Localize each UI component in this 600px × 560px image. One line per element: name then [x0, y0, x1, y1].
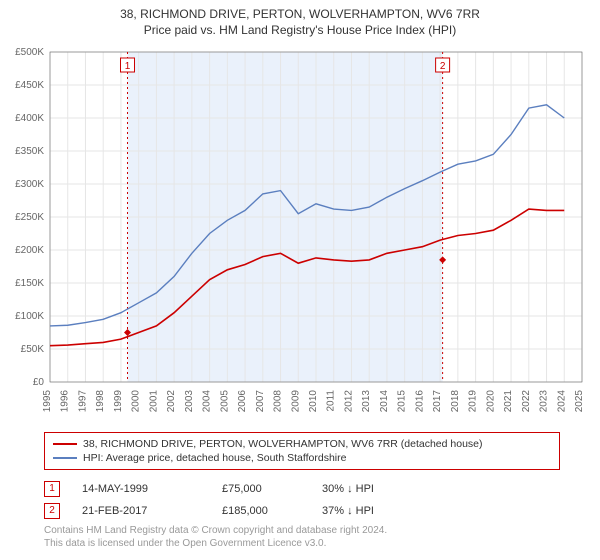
footer-line1: Contains HM Land Registry data © Crown c… — [44, 524, 387, 537]
svg-text:2023: 2023 — [539, 390, 550, 413]
svg-text:2017: 2017 — [432, 390, 443, 413]
annotation-date: 21-FEB-2017 — [82, 505, 222, 517]
svg-text:£400K: £400K — [15, 113, 44, 124]
svg-text:2005: 2005 — [219, 390, 230, 413]
svg-text:£450K: £450K — [15, 80, 44, 91]
svg-text:2000: 2000 — [131, 390, 142, 413]
svg-text:2016: 2016 — [414, 390, 425, 413]
chart: £0 £50K £100K £150K £200K £250K £300K £350K £400… — [0, 44, 600, 424]
legend-label: HPI: Average price, detached house, Sout… — [83, 452, 346, 464]
svg-text:1997: 1997 — [77, 390, 88, 413]
svg-text:2022: 2022 — [521, 390, 532, 413]
legend-item: HPI: Average price, detached house, Sout… — [53, 451, 551, 465]
svg-text:2010: 2010 — [308, 390, 319, 413]
footer: Contains HM Land Registry data © Crown c… — [44, 524, 387, 550]
svg-text:£200K: £200K — [15, 245, 44, 256]
svg-text:£0: £0 — [33, 377, 45, 388]
legend-item: 38, RICHMOND DRIVE, PERTON, WOLVERHAMPTO… — [53, 437, 551, 451]
svg-text:2024: 2024 — [556, 390, 567, 413]
chart-title-line2: Price paid vs. HM Land Registry's House … — [0, 22, 600, 38]
svg-text:2014: 2014 — [379, 390, 390, 413]
svg-text:2007: 2007 — [255, 390, 266, 413]
chart-title-line1: 38, RICHMOND DRIVE, PERTON, WOLVERHAMPTO… — [0, 6, 600, 22]
svg-text:2019: 2019 — [468, 390, 479, 413]
svg-text:1999: 1999 — [113, 390, 124, 413]
annotation-pct: 30% ↓ HPI — [322, 483, 442, 495]
footer-line2: This data is licensed under the Open Gov… — [44, 537, 387, 550]
annotation-row: 1 14-MAY-1999 £75,000 30% ↓ HPI — [44, 478, 560, 500]
svg-text:2015: 2015 — [397, 390, 408, 413]
annotation-row: 2 21-FEB-2017 £185,000 37% ↓ HPI — [44, 500, 560, 522]
svg-text:2018: 2018 — [450, 390, 461, 413]
svg-text:£500K: £500K — [15, 47, 44, 58]
annotation-price: £75,000 — [222, 483, 322, 495]
annotation-pct: 37% ↓ HPI — [322, 505, 442, 517]
svg-text:2003: 2003 — [184, 390, 195, 413]
svg-text:£350K: £350K — [15, 146, 44, 157]
annotation-date: 14-MAY-1999 — [82, 483, 222, 495]
legend: 38, RICHMOND DRIVE, PERTON, WOLVERHAMPTO… — [44, 432, 560, 470]
svg-text:2008: 2008 — [273, 390, 284, 413]
svg-text:2004: 2004 — [202, 390, 213, 413]
svg-text:2012: 2012 — [343, 390, 354, 413]
svg-text:£250K: £250K — [15, 212, 44, 223]
annotation-marker: 1 — [44, 481, 60, 497]
svg-text:2001: 2001 — [148, 390, 159, 413]
svg-text:£150K: £150K — [15, 278, 44, 289]
svg-text:£100K: £100K — [15, 311, 44, 322]
svg-text:1995: 1995 — [42, 390, 53, 413]
svg-text:2009: 2009 — [290, 390, 301, 413]
legend-swatch — [53, 443, 77, 445]
annotation-marker: 2 — [44, 503, 60, 519]
svg-text:1998: 1998 — [95, 390, 106, 413]
annotation-table: 1 14-MAY-1999 £75,000 30% ↓ HPI 2 21-FEB… — [44, 478, 560, 522]
svg-text:2002: 2002 — [166, 390, 177, 413]
annotation-price: £185,000 — [222, 505, 322, 517]
legend-label: 38, RICHMOND DRIVE, PERTON, WOLVERHAMPTO… — [83, 438, 483, 450]
svg-text:1996: 1996 — [60, 390, 71, 413]
svg-text:1: 1 — [125, 61, 131, 72]
svg-text:2025: 2025 — [574, 390, 585, 413]
svg-text:2013: 2013 — [361, 390, 372, 413]
svg-text:2021: 2021 — [503, 390, 514, 413]
svg-text:£300K: £300K — [15, 179, 44, 190]
svg-text:2: 2 — [440, 61, 446, 72]
svg-text:2020: 2020 — [485, 390, 496, 413]
svg-text:2011: 2011 — [326, 390, 337, 412]
legend-swatch — [53, 457, 77, 459]
svg-text:£50K: £50K — [21, 344, 45, 355]
svg-text:2006: 2006 — [237, 390, 248, 413]
